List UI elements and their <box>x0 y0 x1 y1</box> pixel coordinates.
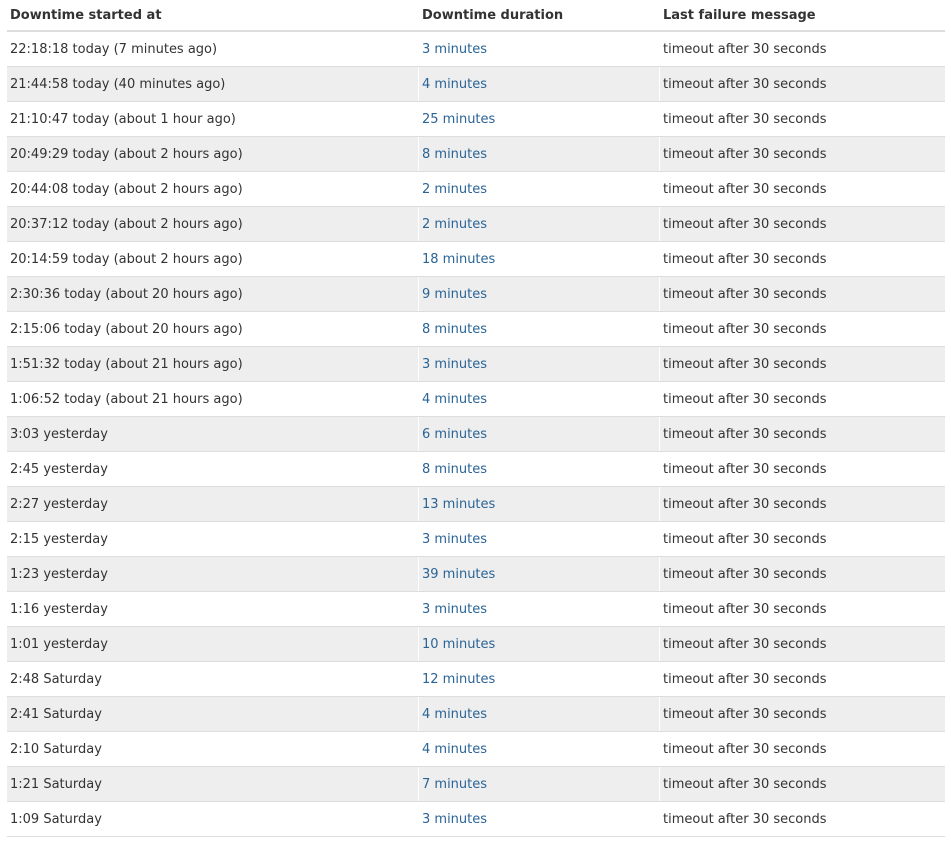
started-at-cell: 20:14:59 today (about 2 hours ago) <box>7 241 419 277</box>
started-at-cell: 21:10:47 today (about 1 hour ago) <box>7 101 419 137</box>
table-row: 2:48 Saturday 12 minutes timeout after 30 … <box>7 661 945 697</box>
failure-message-cell: timeout after 30 seconds <box>659 276 945 312</box>
table-row: 21:10:47 today (about 1 hour ago) 25 minu… <box>7 101 945 137</box>
duration-link[interactable]: 10 minutes <box>418 626 660 662</box>
started-at-cell: 1:23 yesterday <box>7 556 419 592</box>
duration-link[interactable]: 4 minutes <box>418 66 660 102</box>
started-at-cell: 1:16 yesterday <box>7 591 419 627</box>
duration-link[interactable]: 8 minutes <box>418 136 660 172</box>
started-at-cell: 20:37:12 today (about 2 hours ago) <box>7 206 419 242</box>
header-duration: Downtime duration <box>418 0 660 32</box>
duration-link[interactable]: 3 minutes <box>418 591 660 627</box>
started-at-cell: 2:15 yesterday <box>7 521 419 557</box>
duration-link[interactable]: 39 minutes <box>418 556 660 592</box>
duration-link[interactable]: 12 minutes <box>418 661 660 697</box>
started-at-cell: 1:06:52 today (about 21 hours ago) <box>7 381 419 417</box>
started-at-cell: 1:51:32 today (about 21 hours ago) <box>7 346 419 382</box>
table-row: 1:51:32 today (about 21 hours ago) 3 minu… <box>7 346 945 382</box>
table-row: 1:09 Saturday 3 minutes timeout after 30 s… <box>7 801 945 837</box>
duration-link[interactable]: 8 minutes <box>418 311 660 347</box>
downtime-table: Downtime started at Downtime duration La… <box>7 0 945 837</box>
started-at-cell: 2:48 Saturday <box>7 661 419 697</box>
table-row: 1:01 yesterday 10 minutes timeout after 30… <box>7 626 945 662</box>
started-at-cell: 22:18:18 today (7 minutes ago) <box>7 31 419 67</box>
failure-message-cell: timeout after 30 seconds <box>659 171 945 207</box>
table-row: 1:21 Saturday 7 minutes timeout after 30 s… <box>7 766 945 802</box>
duration-link[interactable]: 25 minutes <box>418 101 660 137</box>
failure-message-cell: timeout after 30 seconds <box>659 626 945 662</box>
table-row: 2:15 yesterday 3 minutes timeout after 30 … <box>7 521 945 557</box>
duration-link[interactable]: 3 minutes <box>418 521 660 557</box>
started-at-cell: 2:10 Saturday <box>7 731 419 767</box>
failure-message-cell: timeout after 30 seconds <box>659 31 945 67</box>
started-at-cell: 3:03 yesterday <box>7 416 419 452</box>
duration-link[interactable]: 4 minutes <box>418 731 660 767</box>
started-at-cell: 20:44:08 today (about 2 hours ago) <box>7 171 419 207</box>
failure-message-cell: timeout after 30 seconds <box>659 136 945 172</box>
table-row: 2:30:36 today (about 20 hours ago) 9 minu… <box>7 276 945 312</box>
table-row: 1:23 yesterday 39 minutes timeout after 30… <box>7 556 945 592</box>
started-at-cell: 1:21 Saturday <box>7 766 419 802</box>
duration-link[interactable]: 8 minutes <box>418 451 660 487</box>
duration-link[interactable]: 6 minutes <box>418 416 660 452</box>
duration-link[interactable]: 4 minutes <box>418 381 660 417</box>
failure-message-cell: timeout after 30 seconds <box>659 346 945 382</box>
table-header: Downtime started at Downtime duration La… <box>7 0 945 32</box>
duration-link[interactable]: 13 minutes <box>418 486 660 522</box>
failure-message-cell: timeout after 30 seconds <box>659 206 945 242</box>
failure-message-cell: timeout after 30 seconds <box>659 416 945 452</box>
failure-message-cell: timeout after 30 seconds <box>659 521 945 557</box>
started-at-cell: 2:30:36 today (about 20 hours ago) <box>7 276 419 312</box>
table-row: 21:44:58 today (40 minutes ago) 4 minutes… <box>7 66 945 102</box>
table-row: 20:49:29 today (about 2 hours ago) 8 minu… <box>7 136 945 172</box>
started-at-cell: 2:45 yesterday <box>7 451 419 487</box>
started-at-cell: 20:49:29 today (about 2 hours ago) <box>7 136 419 172</box>
failure-message-cell: timeout after 30 seconds <box>659 556 945 592</box>
duration-link[interactable]: 4 minutes <box>418 696 660 732</box>
table-row: 2:15:06 today (about 20 hours ago) 8 minu… <box>7 311 945 347</box>
failure-message-cell: timeout after 30 seconds <box>659 451 945 487</box>
failure-message-cell: timeout after 30 seconds <box>659 731 945 767</box>
failure-message-cell: timeout after 30 seconds <box>659 801 945 837</box>
started-at-cell: 2:15:06 today (about 20 hours ago) <box>7 311 419 347</box>
table-row: 1:16 yesterday 3 minutes timeout after 30 … <box>7 591 945 627</box>
duration-link[interactable]: 9 minutes <box>418 276 660 312</box>
failure-message-cell: timeout after 30 seconds <box>659 101 945 137</box>
header-failure-message: Last failure message <box>659 0 945 32</box>
duration-link[interactable]: 3 minutes <box>418 346 660 382</box>
started-at-cell: 1:09 Saturday <box>7 801 419 837</box>
started-at-cell: 2:41 Saturday <box>7 696 419 732</box>
failure-message-cell: timeout after 30 seconds <box>659 241 945 277</box>
started-at-cell: 1:01 yesterday <box>7 626 419 662</box>
duration-link[interactable]: 3 minutes <box>418 801 660 837</box>
duration-link[interactable]: 7 minutes <box>418 766 660 802</box>
table-row: 1:06:52 today (about 21 hours ago) 4 minu… <box>7 381 945 417</box>
started-at-cell: 21:44:58 today (40 minutes ago) <box>7 66 419 102</box>
table-row: 20:44:08 today (about 2 hours ago) 2 minu… <box>7 171 945 207</box>
header-started-at: Downtime started at <box>7 0 419 32</box>
failure-message-cell: timeout after 30 seconds <box>659 591 945 627</box>
failure-message-cell: timeout after 30 seconds <box>659 696 945 732</box>
failure-message-cell: timeout after 30 seconds <box>659 661 945 697</box>
table-row: 2:10 Saturday 4 minutes timeout after 30 s… <box>7 731 945 767</box>
table-row: 3:03 yesterday 6 minutes timeout after 30 … <box>7 416 945 452</box>
duration-link[interactable]: 18 minutes <box>418 241 660 277</box>
started-at-cell: 2:27 yesterday <box>7 486 419 522</box>
failure-message-cell: timeout after 30 seconds <box>659 311 945 347</box>
table-row: 2:41 Saturday 4 minutes timeout after 30 s… <box>7 696 945 732</box>
table-row: 20:37:12 today (about 2 hours ago) 2 minu… <box>7 206 945 242</box>
table-row: 2:27 yesterday 13 minutes timeout after 30… <box>7 486 945 522</box>
duration-link[interactable]: 3 minutes <box>418 31 660 67</box>
table-row: 22:18:18 today (7 minutes ago) 3 minutes t… <box>7 31 945 67</box>
failure-message-cell: timeout after 30 seconds <box>659 381 945 417</box>
duration-link[interactable]: 2 minutes <box>418 206 660 242</box>
duration-link[interactable]: 2 minutes <box>418 171 660 207</box>
failure-message-cell: timeout after 30 seconds <box>659 486 945 522</box>
failure-message-cell: timeout after 30 seconds <box>659 766 945 802</box>
table-row: 20:14:59 today (about 2 hours ago) 18 min… <box>7 241 945 277</box>
failure-message-cell: timeout after 30 seconds <box>659 66 945 102</box>
table-row: 2:45 yesterday 8 minutes timeout after 30 … <box>7 451 945 487</box>
